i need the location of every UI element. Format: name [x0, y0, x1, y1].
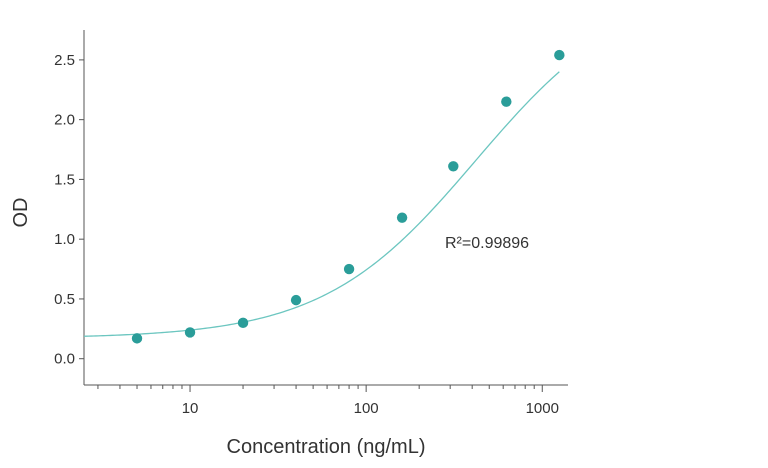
- y-tick-label: 1.5: [54, 171, 75, 188]
- y-tick-label: 0.0: [54, 351, 75, 368]
- data-point: [396, 212, 408, 223]
- x-axis-title: Concentration (ng/mL): [227, 436, 426, 458]
- x-tick-label: 1000: [526, 400, 559, 417]
- y-tick-label: 0.5: [54, 291, 75, 308]
- data-point: [184, 327, 196, 338]
- y-tick-label: 2.5: [54, 52, 75, 69]
- y-ticks: 0.0 0.5 1.0 1.5 2.0 2.5: [54, 52, 84, 368]
- data-point: [501, 96, 512, 107]
- x-tick-label: 100: [354, 400, 379, 417]
- data-point: [131, 333, 143, 344]
- y-axis-title: OD: [10, 198, 32, 228]
- y-tick-label: 1.0: [54, 231, 75, 248]
- data-point: [290, 294, 302, 306]
- fit-curve: [83, 71, 560, 337]
- x-ticks: 10 100 1000: [97, 385, 559, 417]
- r-squared-annotation: R²=0.99896: [445, 235, 529, 252]
- data-point: [343, 263, 355, 275]
- data-point: [448, 161, 459, 172]
- data-points: [131, 49, 565, 344]
- data-point: [237, 317, 249, 329]
- x-tick-label: 10: [182, 400, 199, 417]
- y-tick-label: 2.0: [54, 112, 75, 129]
- axes: [83, 30, 568, 386]
- data-point: [554, 49, 565, 61]
